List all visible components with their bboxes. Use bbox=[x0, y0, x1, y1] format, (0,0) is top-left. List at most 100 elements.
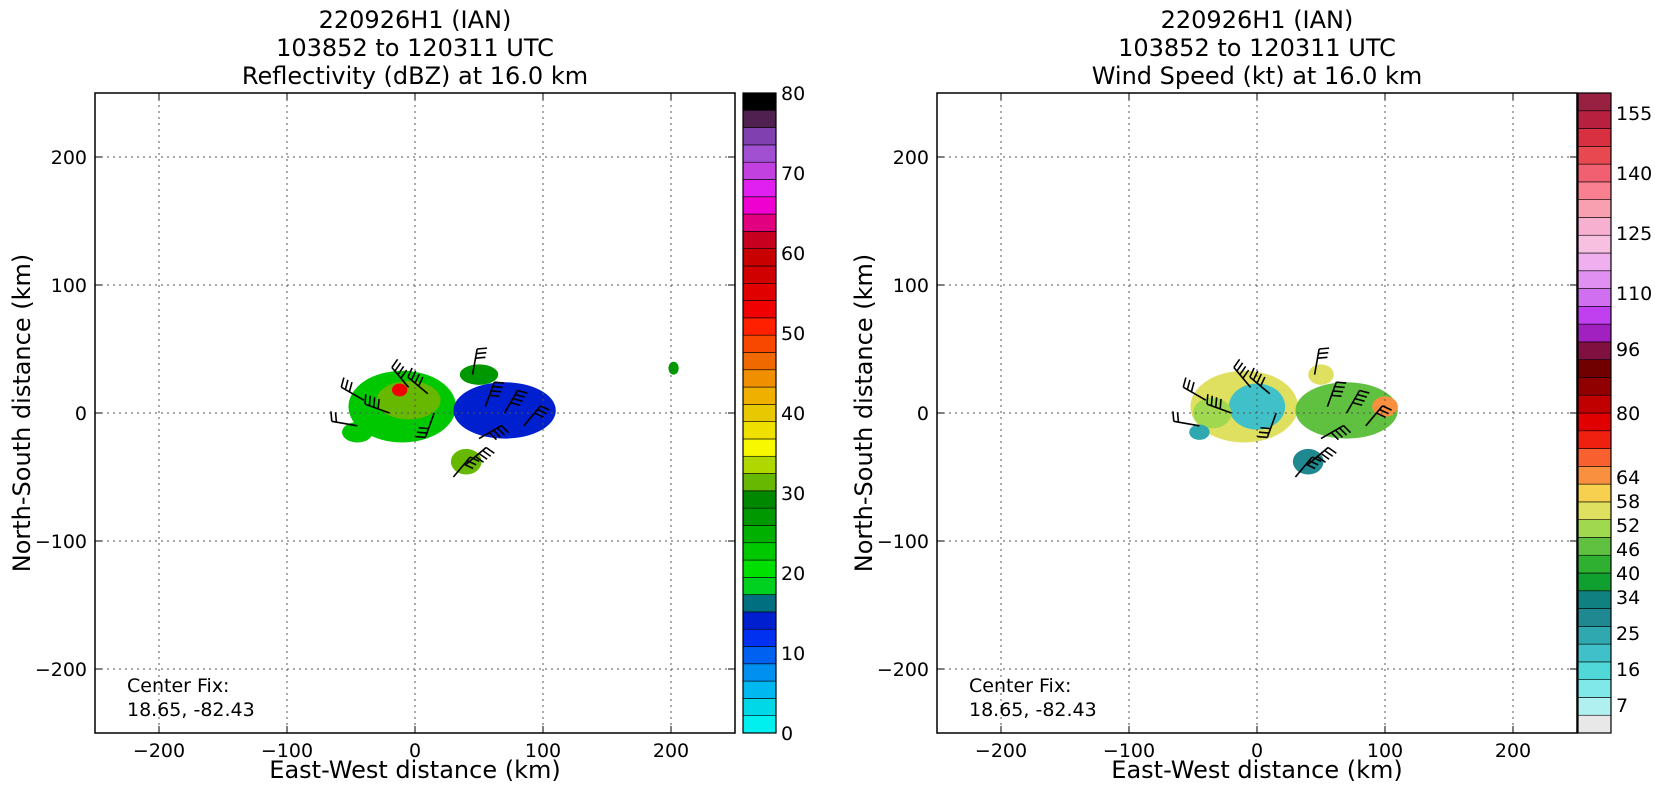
colorbar-swatch bbox=[1577, 359, 1612, 378]
colorbar-swatch bbox=[742, 455, 777, 474]
panel2-center-fix-label: Center Fix: bbox=[969, 675, 1071, 697]
echo-west-yellow bbox=[1193, 397, 1232, 429]
y-tick-label: 200 bbox=[51, 147, 87, 169]
colorbar-swatch bbox=[1577, 234, 1612, 254]
colorbar-swatch bbox=[1577, 466, 1612, 485]
panel-wind-speed: 220926H1 (IAN) 103852 to 120311 UTC Wind… bbox=[850, 6, 1652, 784]
panel1-ticks: −200 −100 0 100 200 −200 −100 0 100 200 bbox=[35, 93, 735, 762]
colorbar-swatch bbox=[1577, 572, 1612, 592]
colorbar-swatch bbox=[742, 248, 777, 267]
colorbar-swatch bbox=[742, 92, 777, 111]
panel2-title-line1: 220926H1 (IAN) bbox=[1161, 6, 1354, 34]
panel2-ticks: −200 −100 0 100 200 −200 −100 0 100 200 bbox=[877, 93, 1577, 762]
colorbar-swatch bbox=[1577, 323, 1612, 343]
colorbar-swatch bbox=[1577, 377, 1612, 396]
wind-barb bbox=[1313, 347, 1330, 375]
colorbar-swatch bbox=[742, 317, 777, 336]
wind-barb bbox=[1233, 358, 1252, 388]
panel1-center-fix-label: Center Fix: bbox=[127, 675, 229, 697]
panel1-wind-barbs bbox=[330, 347, 550, 478]
colorbar-swatch bbox=[1577, 679, 1612, 698]
colorbar-swatch bbox=[742, 577, 777, 595]
colorbar-swatch bbox=[1577, 163, 1612, 183]
wind-barb bbox=[484, 381, 505, 407]
colorbar-swatch bbox=[1577, 643, 1612, 663]
wind-barb bbox=[471, 347, 488, 375]
colorbar-swatch bbox=[1577, 519, 1612, 538]
colorbar-swatch bbox=[1577, 128, 1612, 147]
echo-west-cell bbox=[342, 421, 373, 443]
colorbar-swatch bbox=[742, 680, 777, 699]
colorbar-frame bbox=[742, 92, 777, 734]
x-tick-label: 100 bbox=[525, 740, 561, 762]
x-tick-label: 200 bbox=[1495, 740, 1531, 762]
colorbar-tick-label: 46 bbox=[1616, 539, 1640, 561]
panel2-title-line2: 103852 to 120311 UTC bbox=[1118, 34, 1396, 62]
colorbar-swatch bbox=[742, 334, 777, 353]
wind-barb bbox=[523, 405, 550, 427]
wind-barb bbox=[1182, 377, 1207, 401]
colorbar-tick-label: 80 bbox=[1616, 403, 1640, 425]
wind-barb bbox=[1206, 394, 1232, 414]
colorbar-swatch bbox=[742, 369, 777, 388]
colorbar-swatch bbox=[742, 628, 777, 647]
echo-west-cell bbox=[1189, 424, 1210, 440]
wind-barb bbox=[1345, 389, 1370, 414]
colorbar-tick-label: 64 bbox=[1616, 467, 1640, 489]
wind-barb bbox=[1257, 412, 1277, 439]
wind-barb bbox=[330, 411, 358, 427]
colorbar-swatch bbox=[1577, 430, 1612, 449]
x-tick-label: −200 bbox=[133, 740, 185, 762]
echo-north-strip bbox=[1308, 364, 1334, 385]
panel1-grid bbox=[95, 93, 735, 733]
y-tick-label: 200 bbox=[893, 147, 929, 169]
colorbar-tick-label: 96 bbox=[1616, 339, 1640, 361]
colorbar-swatch bbox=[1577, 501, 1612, 520]
colorbar-swatch bbox=[742, 698, 777, 717]
y-tick-label: 100 bbox=[893, 275, 929, 297]
colorbar-tick-label: 60 bbox=[781, 243, 805, 265]
echo-green-spot bbox=[391, 383, 408, 397]
panel1-title-line1: 220926H1 (IAN) bbox=[319, 6, 512, 34]
colorbar-swatch bbox=[742, 611, 777, 630]
wind-barb bbox=[1172, 411, 1200, 427]
colorbar-swatch bbox=[1577, 608, 1612, 627]
panel1-title-line2: 103852 to 120311 UTC bbox=[276, 34, 554, 62]
x-tick-label: 0 bbox=[1251, 740, 1263, 762]
y-tick-label: 0 bbox=[917, 403, 929, 425]
y-tick-label: −200 bbox=[35, 659, 87, 681]
colorbar-swatch bbox=[742, 559, 777, 578]
colorbar-swatch bbox=[1577, 252, 1612, 272]
colorbar-swatch bbox=[742, 715, 777, 734]
colorbar-swatch bbox=[1577, 181, 1612, 200]
colorbar-tick-label: 30 bbox=[781, 483, 805, 505]
panel2-xlabel: East-West distance (km) bbox=[1111, 756, 1402, 784]
colorbar-swatch bbox=[742, 663, 777, 682]
wind-barb bbox=[1294, 456, 1322, 478]
colorbar-tick-label: 20 bbox=[781, 563, 805, 585]
colorbar-swatch bbox=[742, 352, 777, 371]
wind-barb bbox=[340, 377, 365, 401]
colorbar-tick-label: 50 bbox=[781, 323, 805, 345]
y-tick-label: −200 bbox=[877, 659, 929, 681]
x-tick-label: −200 bbox=[975, 740, 1027, 762]
wind-barb bbox=[1249, 367, 1271, 395]
colorbar-swatch bbox=[742, 231, 777, 249]
colorbar-swatch bbox=[742, 300, 777, 319]
colorbar-swatch bbox=[1577, 217, 1612, 236]
panel2-ylabel: North-South distance (km) bbox=[850, 254, 878, 573]
colorbar-swatch bbox=[742, 404, 777, 422]
colorbar-swatch bbox=[1577, 288, 1612, 307]
y-tick-label: −100 bbox=[877, 531, 929, 553]
y-tick-label: 100 bbox=[51, 275, 87, 297]
panel2-grid bbox=[937, 93, 1577, 733]
wind-barb bbox=[415, 412, 435, 439]
colorbar-swatch bbox=[1577, 590, 1612, 609]
panel1-xlabel: East-West distance (km) bbox=[269, 756, 560, 784]
x-tick-label: −100 bbox=[261, 740, 313, 762]
colorbar-swatch bbox=[1577, 146, 1612, 165]
panel1-ylabel: North-South distance (km) bbox=[8, 254, 36, 573]
colorbar-swatch bbox=[1577, 483, 1612, 503]
colorbar-swatch bbox=[742, 421, 777, 440]
